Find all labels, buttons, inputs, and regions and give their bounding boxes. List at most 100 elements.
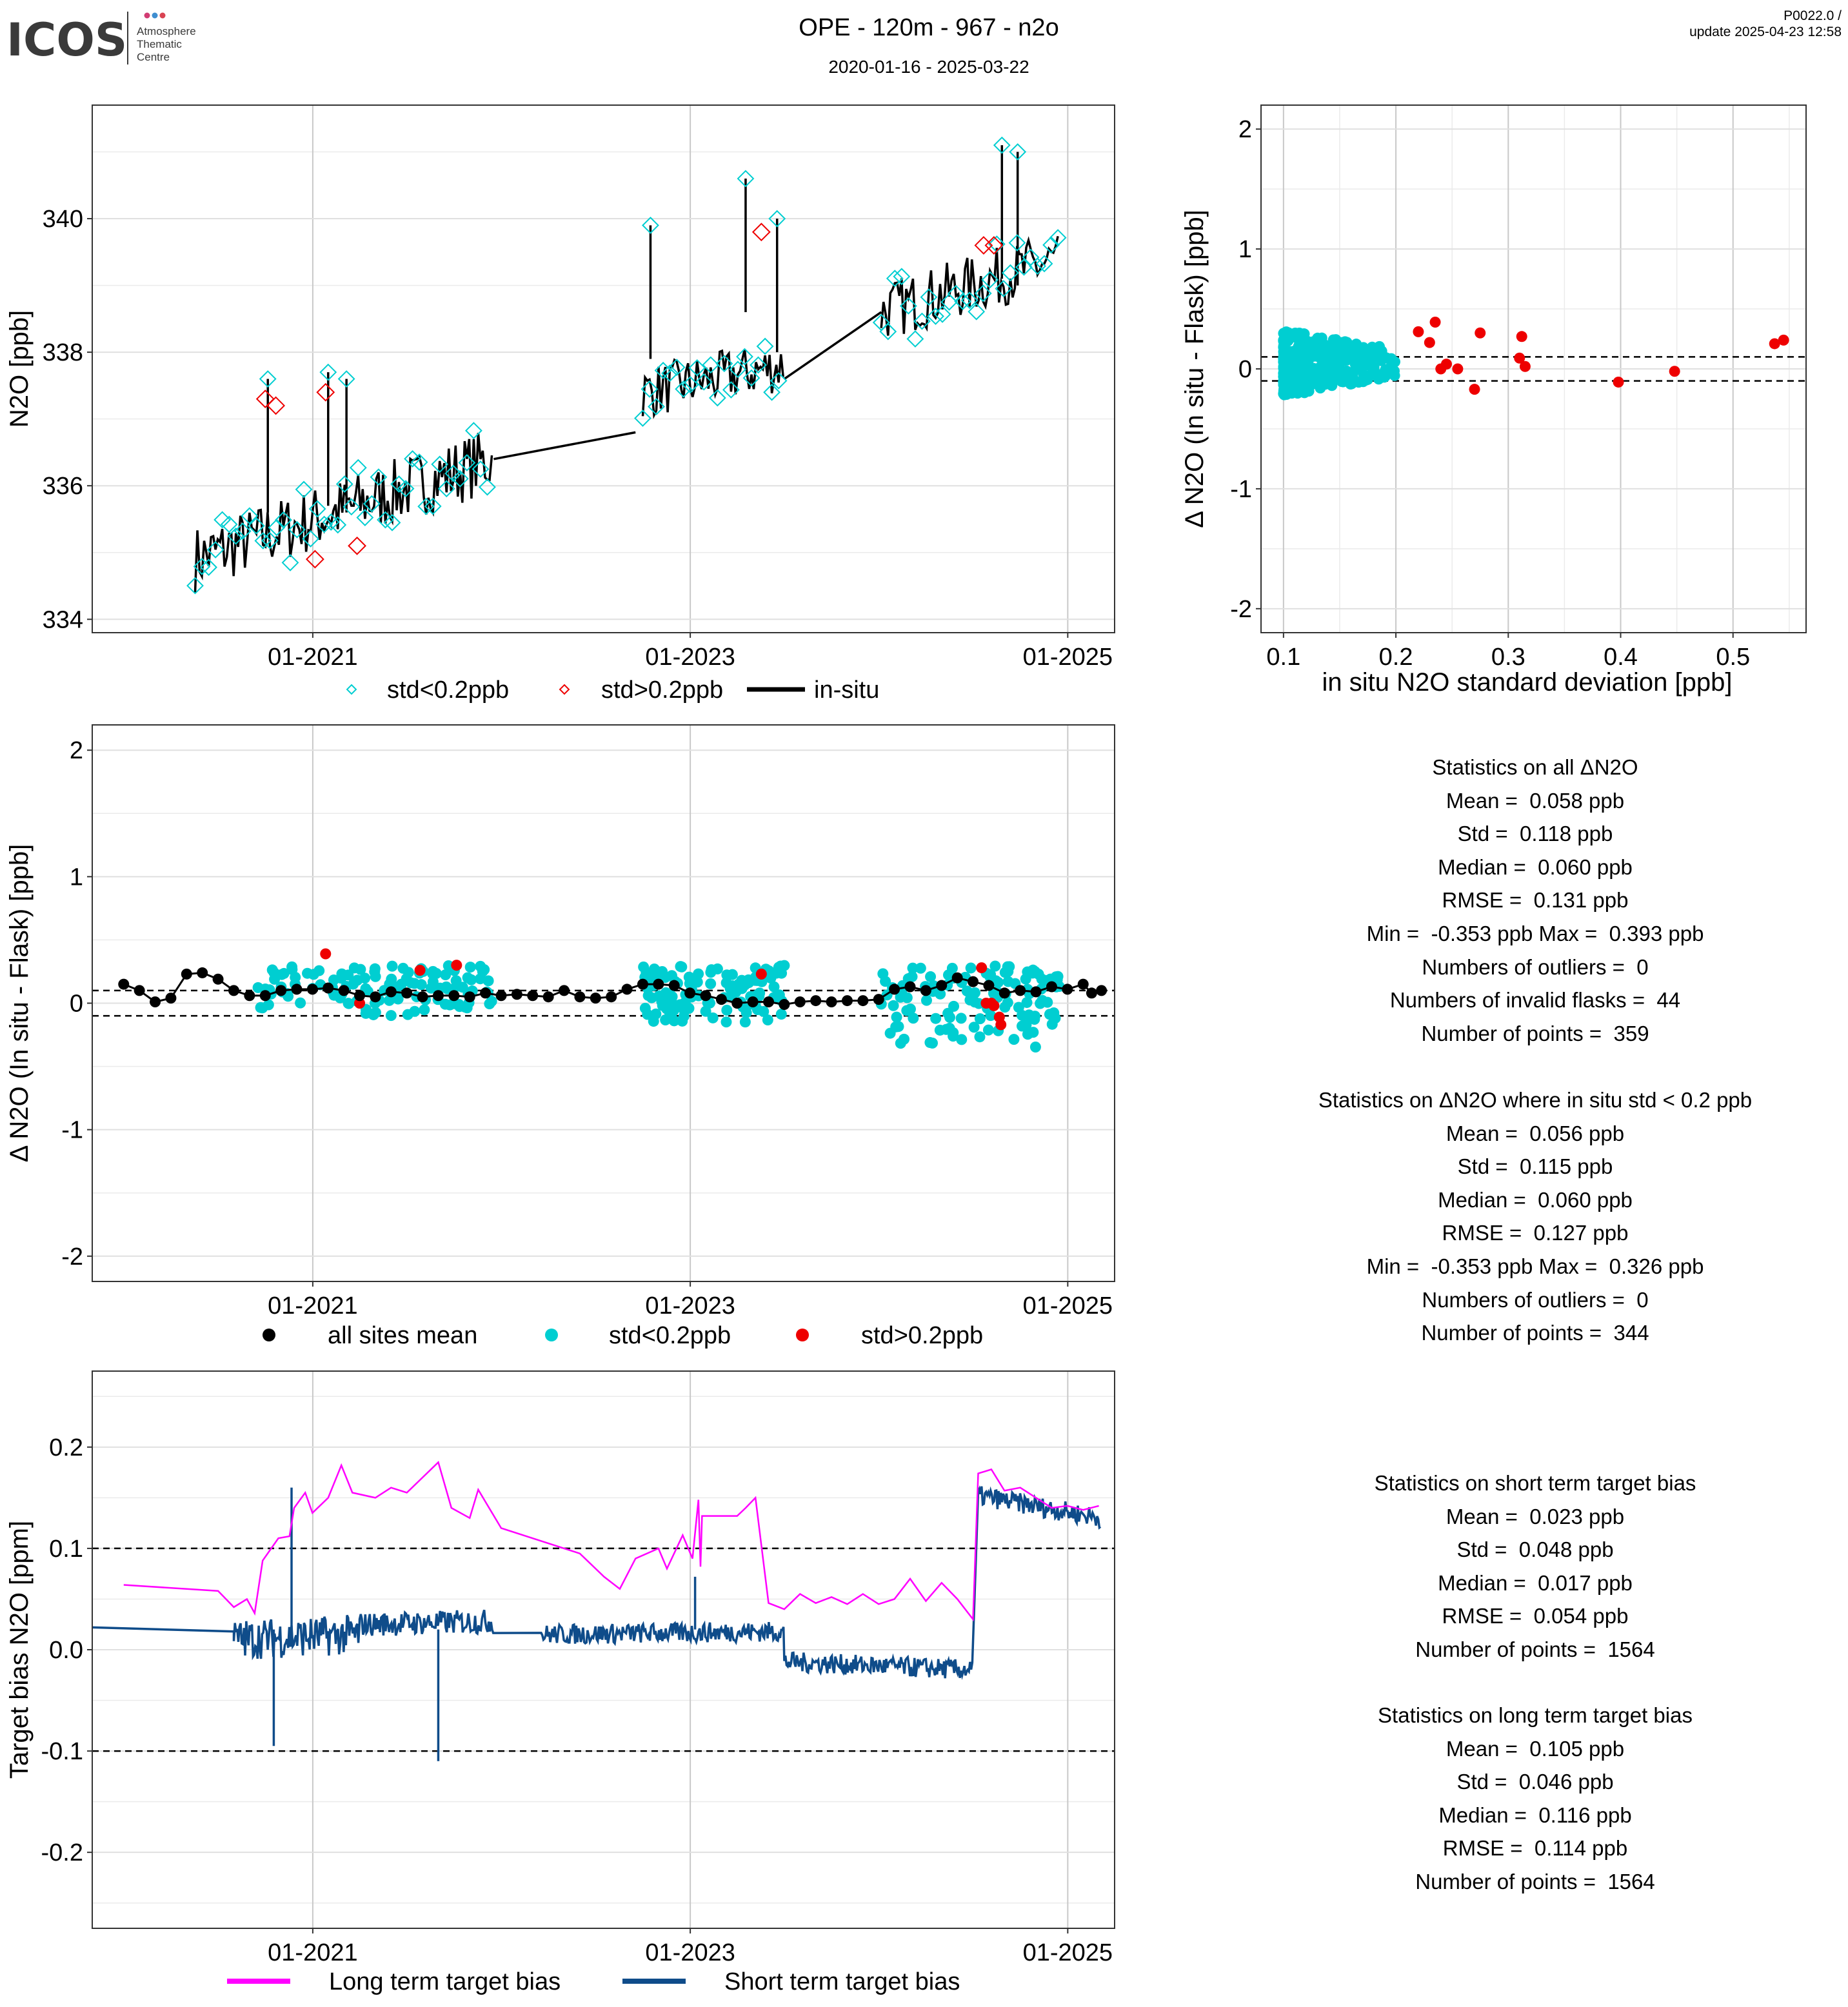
series-group (186, 136, 1067, 595)
flask-std-low-marker (206, 541, 224, 559)
all-sites-mean-point (715, 994, 727, 1005)
y-tick-label: 1 (1238, 236, 1252, 263)
in-situ-link-line (493, 431, 636, 460)
in-situ-line (641, 349, 784, 419)
flask-std-low-marker (770, 371, 788, 390)
in-situ-line (194, 433, 493, 593)
flask-std-low-marker (729, 361, 747, 379)
stats-line: Std = 0.048 ppb (1456, 1537, 1614, 1562)
flask-std-low-marker (227, 527, 245, 545)
flask-std-low-point (336, 968, 348, 980)
all-sites-mean-point (920, 985, 931, 996)
flask-std-low-point (1297, 366, 1309, 377)
flask-std-low-point (705, 978, 717, 989)
flask-std-low-point (982, 1024, 994, 1036)
all-sites-mean-point (275, 985, 287, 996)
flask-std-low-point (1291, 331, 1302, 343)
flask-std-low-point (646, 992, 657, 1004)
flask-std-low-point (758, 1005, 770, 1017)
flask-std-low-marker (668, 359, 686, 377)
flask-std-low-marker (750, 356, 767, 374)
flask-std-low-marker (233, 522, 252, 540)
all-sites-mean-point (606, 991, 617, 1003)
stats-line: RMSE = 0.054 ppb (1442, 1604, 1629, 1628)
all-sites-mean-point (889, 984, 900, 995)
flask-std-low-point (1278, 362, 1289, 374)
flask-std-low-marker (886, 270, 904, 288)
in-situ-line (880, 235, 1059, 336)
flask-std-low-point (660, 987, 671, 998)
flask-std-low-point (927, 1037, 939, 1049)
x-tick-label: 01-2025 (1023, 1939, 1113, 1966)
flask-std-low-point (1028, 1027, 1039, 1038)
flask-std-low-marker (722, 381, 740, 399)
stats-line: RMSE = 0.114 ppb (1442, 1836, 1628, 1861)
flask-std-low-point (343, 998, 355, 1009)
flask-std-high-marker (751, 222, 771, 242)
flask-std-low-marker (648, 398, 665, 415)
flask-std-low-point (1320, 368, 1332, 380)
all-sites-mean-point (731, 998, 743, 1009)
all-sites-mean-point (212, 973, 224, 985)
stats-line: Mean = 0.023 ppb (1446, 1504, 1625, 1528)
flask-std-low-point (904, 1004, 916, 1015)
flask-std-low-marker (763, 383, 781, 401)
flask-std-low-marker (329, 516, 347, 534)
flask-std-low-point (1293, 377, 1304, 388)
flask-std-low-marker (356, 509, 374, 526)
flask-std-low-point (969, 987, 981, 998)
flask-std-high-point (1514, 352, 1525, 364)
flask-std-low-point (968, 1022, 980, 1033)
all-sites-mean-point (873, 994, 884, 1005)
all-sites-mean-point (700, 990, 711, 1002)
in-situ-link-line (783, 311, 882, 380)
flask-std-low-point (650, 1008, 662, 1020)
flask-std-low-marker (288, 520, 306, 539)
flask-std-low-point (1335, 365, 1347, 377)
flask-std-low-marker (451, 470, 469, 488)
flask-std-low-marker (960, 292, 979, 310)
flask-std-low-point (1360, 350, 1372, 361)
flask-std-low-marker (974, 284, 992, 302)
flask-std-high-point (1440, 359, 1452, 370)
flask-std-low-marker (302, 530, 319, 548)
stats-all-block: Statistics on all ΔN2O Mean = 0.058 ppb … (1213, 751, 1848, 1050)
flask-std-low-marker (688, 359, 706, 377)
flask-std-low-marker (254, 532, 272, 549)
all-sites-mean-point (653, 978, 664, 990)
flask-std-low-point (295, 997, 306, 1009)
flask-std-high-marker (984, 236, 1004, 255)
all-sites-mean-point (857, 995, 869, 1007)
flask-std-low-marker (1042, 236, 1060, 254)
y-tick-label: 0 (70, 991, 83, 1018)
stats-line: Numbers of outliers = 0 (1422, 1287, 1649, 1312)
flask-std-low-marker (1009, 143, 1027, 161)
stats-line: Min = -0.353 ppb Max = 0.393 ppb (1366, 921, 1704, 945)
all-sites-mean-point (1030, 986, 1042, 998)
y-axis-label: Target bias N2O [ppm] (5, 1521, 34, 1779)
all-sites-mean-point (228, 985, 239, 996)
logo-wordmark: ICOS (6, 14, 127, 66)
legend-cyan-diamond-icon (346, 684, 357, 695)
flask-std-low-marker (308, 500, 326, 518)
icos-logo: ICOS Atmosphere Thematic Centre (6, 9, 239, 67)
flask-std-low-point (638, 961, 650, 973)
flask-std-low-point (934, 1024, 946, 1036)
flask-std-high-point (1769, 338, 1780, 350)
flask-std-low-point (907, 962, 919, 974)
flask-std-low-point (895, 1038, 906, 1049)
x-tick-label: 0.2 (1379, 644, 1413, 671)
logo-sub-3: Centre (137, 51, 170, 63)
y-tick-label: -2 (1230, 596, 1252, 623)
flask-std-high-point (354, 998, 366, 1009)
plot-border (92, 1370, 1115, 1929)
flask-std-low-marker (634, 410, 651, 427)
flask-std-low-marker (681, 376, 699, 393)
flask-std-low-marker (220, 515, 238, 533)
all-sites-mean-point (1086, 987, 1097, 999)
flask-std-low-point (772, 965, 784, 976)
flask-std-low-point (705, 967, 717, 978)
all-sites-mean-point (291, 984, 303, 995)
flask-std-low-marker (241, 507, 259, 525)
flask-std-low-point (477, 965, 488, 977)
